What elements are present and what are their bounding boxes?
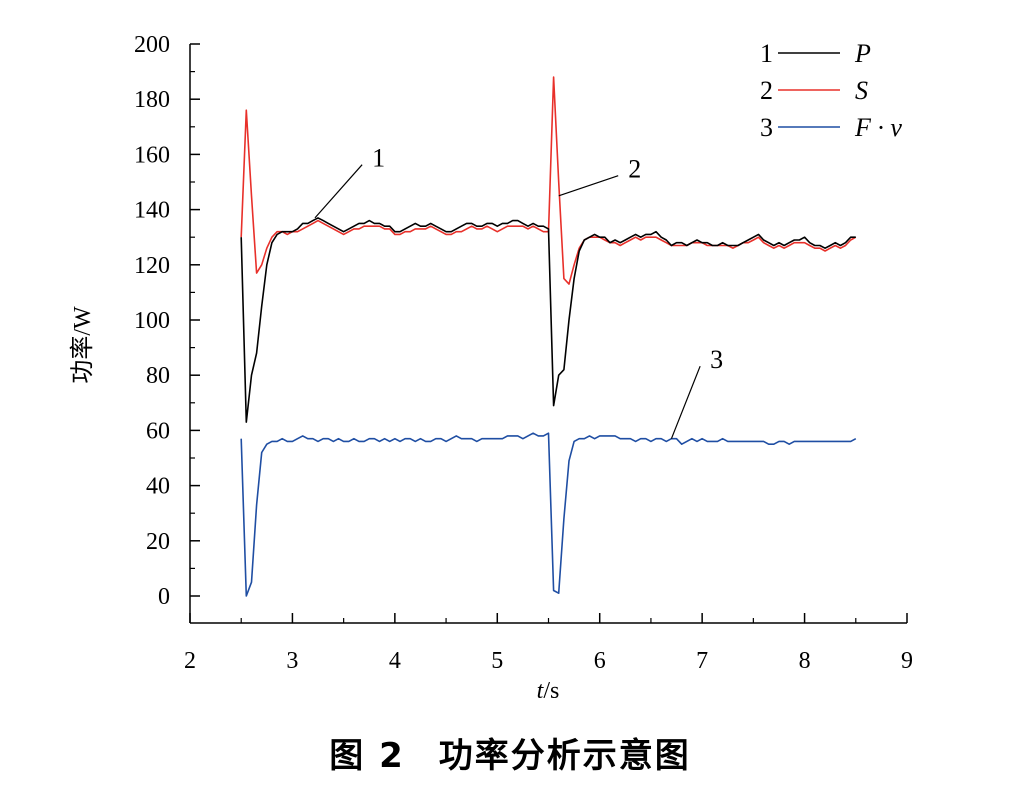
y-tick-label: 100 [134, 308, 170, 334]
series-layer [240, 76, 857, 597]
annotation-label-2: 2 [628, 155, 641, 184]
x-tick-label: 2 [184, 648, 196, 674]
annotation-label-3: 3 [710, 345, 723, 374]
x-axis-variable: t [537, 678, 545, 704]
x-tick-label: 8 [799, 648, 811, 674]
y-tick-label: 180 [134, 87, 170, 113]
annotation-leader-3 [670, 365, 701, 439]
legend-label-1: P [854, 39, 871, 68]
y-tick-label: 120 [134, 253, 170, 279]
legend-label-3: F · v [854, 113, 902, 142]
legend-number-2: 2 [760, 76, 773, 105]
y-tick-label: 20 [146, 529, 170, 555]
x-tick-label: 3 [286, 648, 298, 674]
axes [189, 44, 907, 624]
figure-label: 图 2 [329, 736, 405, 776]
x-axis-unit: /s [543, 678, 559, 704]
x-axis-ticks: 2 3 4 5 6 7 8 9 [184, 613, 913, 674]
annotation-leader-1 [314, 164, 363, 219]
figure-caption: 图 2 功率分析示意图 [0, 728, 1020, 777]
legend: 1 P 2 S 3 F · v [760, 39, 902, 142]
legend-number-1: 1 [760, 39, 773, 68]
series-line-1 [240, 217, 856, 423]
annotations: 1 2 3 [314, 144, 723, 439]
y-axis-title: 功率/W [69, 306, 96, 384]
annotation-leader-2 [558, 175, 619, 197]
y-tick-label: 160 [134, 142, 170, 168]
legend-number-3: 3 [760, 113, 773, 142]
y-tick-label: 0 [158, 584, 170, 610]
x-tick-label: 4 [389, 648, 401, 674]
y-tick-label: 140 [134, 198, 170, 224]
x-tick-label: 6 [594, 648, 606, 674]
x-axis-title: t/s [537, 678, 560, 704]
series-line-3 [240, 432, 857, 597]
y-tick-label: 40 [146, 474, 170, 500]
y-axis-ticks: 0 20 40 60 80 100 120 140 160 180 200 [134, 32, 200, 610]
x-tick-label: 9 [901, 648, 913, 674]
y-tick-label: 200 [134, 32, 170, 58]
legend-label-2: S [855, 76, 868, 105]
y-tick-label: 60 [146, 418, 170, 444]
x-tick-label: 5 [491, 648, 503, 674]
x-tick-label: 7 [696, 648, 708, 674]
annotation-label-1: 1 [372, 144, 385, 173]
y-tick-label: 80 [146, 363, 170, 389]
figure-title: 功率分析示意图 [438, 736, 691, 776]
